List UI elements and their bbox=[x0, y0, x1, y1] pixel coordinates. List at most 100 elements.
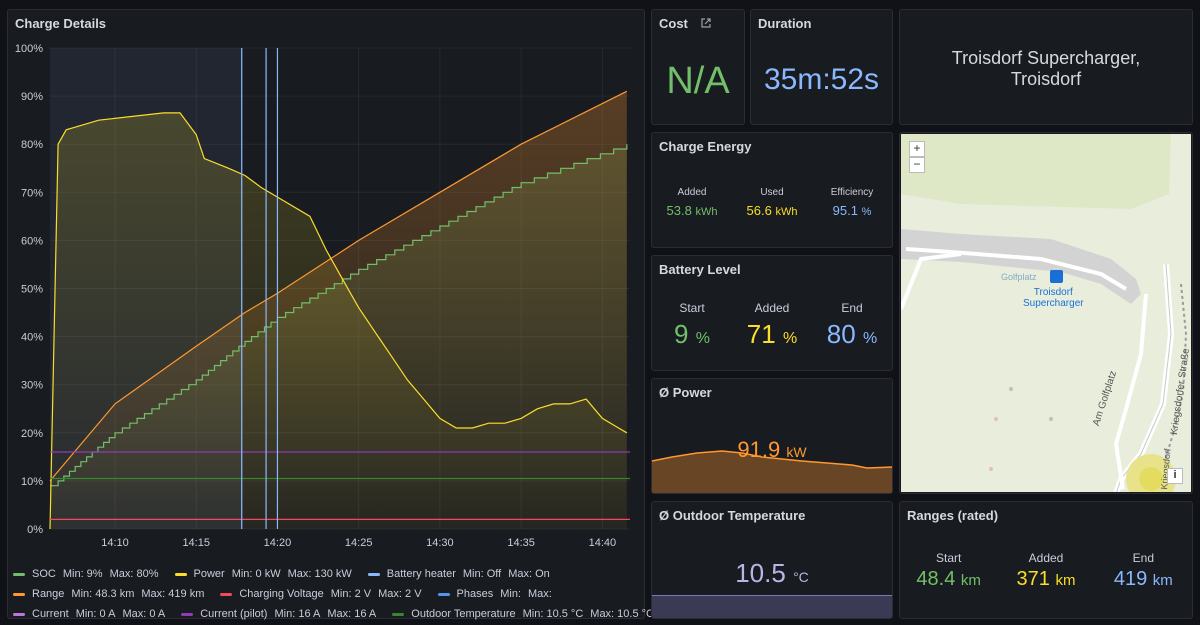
x-tick-label: 14:10 bbox=[101, 537, 129, 549]
y-tick-label: 10% bbox=[21, 476, 43, 488]
x-tick-label: 14:35 bbox=[507, 537, 535, 549]
legend-item[interactable]: Phases Min: Max: bbox=[437, 588, 552, 600]
battery-start-value: 9 % bbox=[674, 319, 710, 349]
zoom-out-button[interactable]: − bbox=[909, 157, 925, 173]
legend-min: Min: 0 kW bbox=[231, 568, 281, 580]
charge-details-panel: Charge Details 100% 90% 80% 70% 60% 50% 40% 30%… bbox=[7, 9, 654, 620]
legend-item[interactable]: Current Min: 0 A Max: 0 A bbox=[13, 608, 165, 620]
ranges-title: Ranges (rated) bbox=[907, 508, 999, 523]
location-panel: Troisdorf Supercharger, Troisdorf bbox=[899, 9, 1193, 125]
y-tick-label: 60% bbox=[21, 235, 43, 247]
series-line-power[interactable] bbox=[49, 112, 628, 530]
battery-added-label: Added bbox=[754, 301, 790, 315]
range-end-label: End bbox=[1132, 551, 1154, 565]
legend-min: Min: Off bbox=[462, 568, 502, 580]
legend-name: Current (pilot) bbox=[200, 608, 268, 620]
efficiency-label: Efficiency bbox=[830, 187, 874, 198]
legend-min: Min: 9% bbox=[62, 568, 103, 580]
x-tick-label: 14:40 bbox=[589, 537, 617, 549]
duration-value: 35m:52s bbox=[763, 63, 880, 96]
duration-panel: Duration 35m:52s bbox=[750, 9, 893, 125]
legend-max: Max: 419 km bbox=[141, 588, 205, 600]
charge-energy-stats: Added 53.8 kWh Used 56.6 kWh Efficiency … bbox=[652, 187, 892, 218]
cost-title: Cost bbox=[659, 16, 712, 32]
legend-item[interactable]: Range Min: 48.3 km Max: 419 km bbox=[13, 588, 204, 600]
legend-max: Max: 2 V bbox=[378, 588, 422, 600]
legend-swatch bbox=[367, 572, 380, 576]
y-tick-label: 100% bbox=[15, 43, 43, 55]
legend-max: Max: 0 A bbox=[122, 608, 166, 620]
series-area-power bbox=[50, 112, 627, 530]
map-background bbox=[901, 134, 1191, 492]
legend-name: Outdoor Temperature bbox=[411, 608, 516, 620]
outdoor-temperature-panel: Ø Outdoor Temperature 10.5 °C bbox=[651, 501, 893, 619]
map-info-button[interactable]: i bbox=[1167, 468, 1183, 484]
x-tick-label: 14:30 bbox=[426, 537, 454, 549]
range-start-value: 48.4 km bbox=[916, 568, 981, 590]
battery-level-title: Battery Level bbox=[659, 262, 741, 277]
charging-station-icon[interactable] bbox=[1050, 270, 1063, 283]
chart-legend: SOC Min: 9% Max: 80% Power Min: 0 kW Max: 130… bbox=[13, 564, 654, 624]
location-map[interactable]: + − Golfplatz Troisdorf Supercharger Am … bbox=[901, 134, 1191, 492]
external-link-icon[interactable] bbox=[700, 17, 712, 32]
legend-name: Charging Voltage bbox=[239, 588, 324, 600]
power-sparkline bbox=[652, 450, 892, 493]
legend-name: Battery heater bbox=[386, 568, 456, 580]
zoom-in-button[interactable]: + bbox=[909, 141, 925, 157]
range-end-value: 419 km bbox=[1113, 568, 1173, 590]
legend-max: Max: On bbox=[508, 568, 550, 580]
x-tick-label: 14:15 bbox=[182, 537, 210, 549]
y-tick-label: 40% bbox=[21, 332, 43, 344]
legend-swatch bbox=[13, 612, 25, 616]
duration-title: Duration bbox=[758, 16, 812, 31]
y-tick-label: 90% bbox=[21, 91, 43, 103]
avg-power-title: Ø Power bbox=[659, 385, 712, 400]
y-tick-label: 70% bbox=[21, 187, 43, 199]
charge-details-title: Charge Details bbox=[15, 16, 107, 31]
legend-max: Max: 16 A bbox=[327, 608, 377, 620]
energy-used-label: Used bbox=[760, 187, 784, 198]
legend-swatch bbox=[13, 572, 25, 576]
charge-energy-title: Charge Energy bbox=[659, 139, 752, 154]
charge-details-chart[interactable]: 100% 90% 80% 70% 60% 50% 40% 30% 20% 10% 0% 14:10 1… bbox=[8, 10, 644, 555]
cost-panel: Cost N/A bbox=[651, 9, 745, 125]
y-tick-label: 50% bbox=[21, 284, 43, 296]
legend-item[interactable]: SOC Min: 9% Max: 80% bbox=[13, 568, 159, 580]
legend-item[interactable]: Power Min: 0 kW Max: 130 kW bbox=[174, 568, 352, 580]
energy-used-value: 56.6 kWh bbox=[746, 203, 798, 218]
legend-item[interactable]: Charging Voltage Min: 2 V Max: 2 V bbox=[220, 588, 422, 600]
legend-item[interactable]: Outdoor Temperature Min: 10.5 °C Max: 10.5… bbox=[392, 608, 654, 620]
battery-end-value: 80 % bbox=[826, 319, 878, 349]
legend-min: Min: 48.3 km bbox=[71, 588, 135, 600]
charge-energy-panel: Charge Energy Added 53.8 kWh Used 56.6 k… bbox=[651, 132, 893, 248]
energy-added-value: 53.8 kWh bbox=[666, 203, 718, 218]
legend-row: Range Min: 48.3 km Max: 419 km Charging Vol… bbox=[13, 584, 639, 604]
outdoor-temperature-title: Ø Outdoor Temperature bbox=[659, 508, 806, 523]
legend-min: Min: bbox=[500, 588, 522, 600]
battery-end-label: End bbox=[841, 301, 863, 315]
legend-max: Max: bbox=[528, 588, 552, 600]
legend-max: Max: 10.5 °C bbox=[590, 608, 654, 620]
battery-level-stats: Start 9 % Added 71 % End 80 % bbox=[652, 301, 892, 350]
map-panel[interactable]: + − Golfplatz Troisdorf Supercharger Am … bbox=[899, 132, 1193, 494]
legend-swatch bbox=[181, 612, 194, 616]
range-added-value: 371 km bbox=[1016, 568, 1076, 590]
legend-max: Max: 130 kW bbox=[287, 568, 352, 580]
legend-swatch bbox=[174, 572, 187, 576]
cost-value: N/A bbox=[666, 60, 730, 102]
legend-min: Min: 16 A bbox=[274, 608, 321, 620]
legend-name: Phases bbox=[456, 588, 494, 600]
efficiency-value: 95.1 % bbox=[832, 203, 872, 218]
legend-row: SOC Min: 9% Max: 80% Power Min: 0 kW Max: 130… bbox=[13, 564, 639, 584]
avg-power-value: 91.9 kW bbox=[737, 437, 807, 462]
charging-station-label: Troisdorf Supercharger bbox=[1023, 287, 1084, 309]
series-line-soc[interactable] bbox=[50, 144, 628, 487]
legend-item[interactable]: Battery heater Min: Off Max: On bbox=[367, 568, 550, 580]
range-start-label: Start bbox=[935, 551, 962, 565]
poi-golfplatz-label: Golfplatz bbox=[1001, 272, 1037, 282]
legend-row: Current Min: 0 A Max: 0 A Current (pilot) Mi… bbox=[13, 604, 654, 624]
outdoor-temperature-value: 10.5 °C bbox=[735, 558, 809, 588]
legend-item[interactable]: Current (pilot) Min: 16 A Max: 16 A bbox=[181, 608, 376, 620]
legend-min: Min: 10.5 °C bbox=[522, 608, 584, 620]
x-tick-label: 14:20 bbox=[264, 537, 292, 549]
